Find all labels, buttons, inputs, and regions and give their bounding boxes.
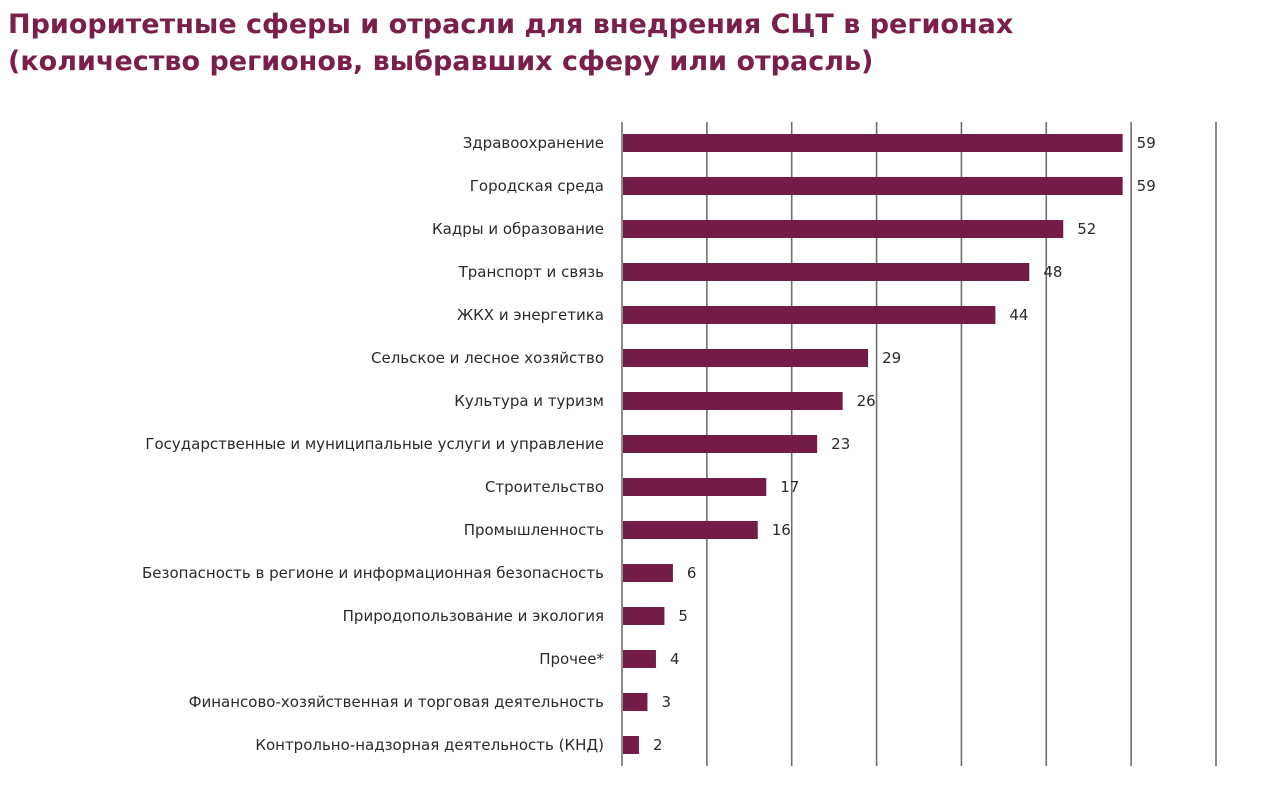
data-label: 44 xyxy=(1009,306,1028,324)
category-label: Сельское и лесное хозяйство xyxy=(371,349,604,367)
chart-title: Приоритетные сферы и отрасли для внедрен… xyxy=(8,6,1268,80)
data-label: 6 xyxy=(687,564,697,582)
category-label: Здравоохранение xyxy=(463,134,604,152)
bar xyxy=(623,521,758,539)
bar xyxy=(623,435,818,453)
category-label: Строительство xyxy=(485,478,604,496)
data-label: 16 xyxy=(772,521,791,539)
category-label: Культура и туризм xyxy=(454,392,604,410)
data-label: 17 xyxy=(780,478,799,496)
category-label: Городская среда xyxy=(470,177,604,195)
bar xyxy=(623,220,1064,238)
bar xyxy=(623,349,869,367)
chart-subtitle: (количество регионов, выбравших сферу ил… xyxy=(8,46,874,77)
bar xyxy=(623,134,1123,152)
category-label: Государственные и муниципальные услуги и… xyxy=(145,435,604,453)
data-label: 26 xyxy=(857,392,876,410)
chart-title-line1: Приоритетные сферы и отрасли для внедрен… xyxy=(8,9,1014,40)
bar xyxy=(623,306,996,324)
category-label: Контрольно-надзорная деятельность (КНД) xyxy=(255,736,604,754)
data-label: 5 xyxy=(678,607,688,625)
data-label: 29 xyxy=(882,349,901,367)
category-label: Безопасность в регионе и информационная … xyxy=(142,564,604,582)
data-label: 3 xyxy=(661,693,671,711)
bar xyxy=(623,650,656,668)
category-label: Транспорт и связь xyxy=(458,263,604,281)
data-label: 59 xyxy=(1137,177,1156,195)
bar xyxy=(623,177,1123,195)
category-label: Кадры и образование xyxy=(432,220,604,238)
category-label: ЖКХ и энергетика xyxy=(457,306,604,324)
data-label: 59 xyxy=(1137,134,1156,152)
bar xyxy=(623,693,648,711)
data-label: 23 xyxy=(831,435,850,453)
data-label: 52 xyxy=(1077,220,1096,238)
category-label: Промышленность xyxy=(464,521,604,539)
bar xyxy=(623,736,639,754)
bar xyxy=(623,263,1030,281)
data-label: 4 xyxy=(670,650,680,668)
data-label: 48 xyxy=(1043,263,1062,281)
bar xyxy=(623,478,767,496)
bar xyxy=(623,564,673,582)
category-label: Прочее* xyxy=(539,650,604,668)
bar xyxy=(623,392,843,410)
bar xyxy=(623,607,665,625)
data-label: 2 xyxy=(653,736,663,754)
category-label: Финансово-хозяйственная и торговая деяте… xyxy=(189,693,604,711)
category-label: Природопользование и экология xyxy=(343,607,604,625)
